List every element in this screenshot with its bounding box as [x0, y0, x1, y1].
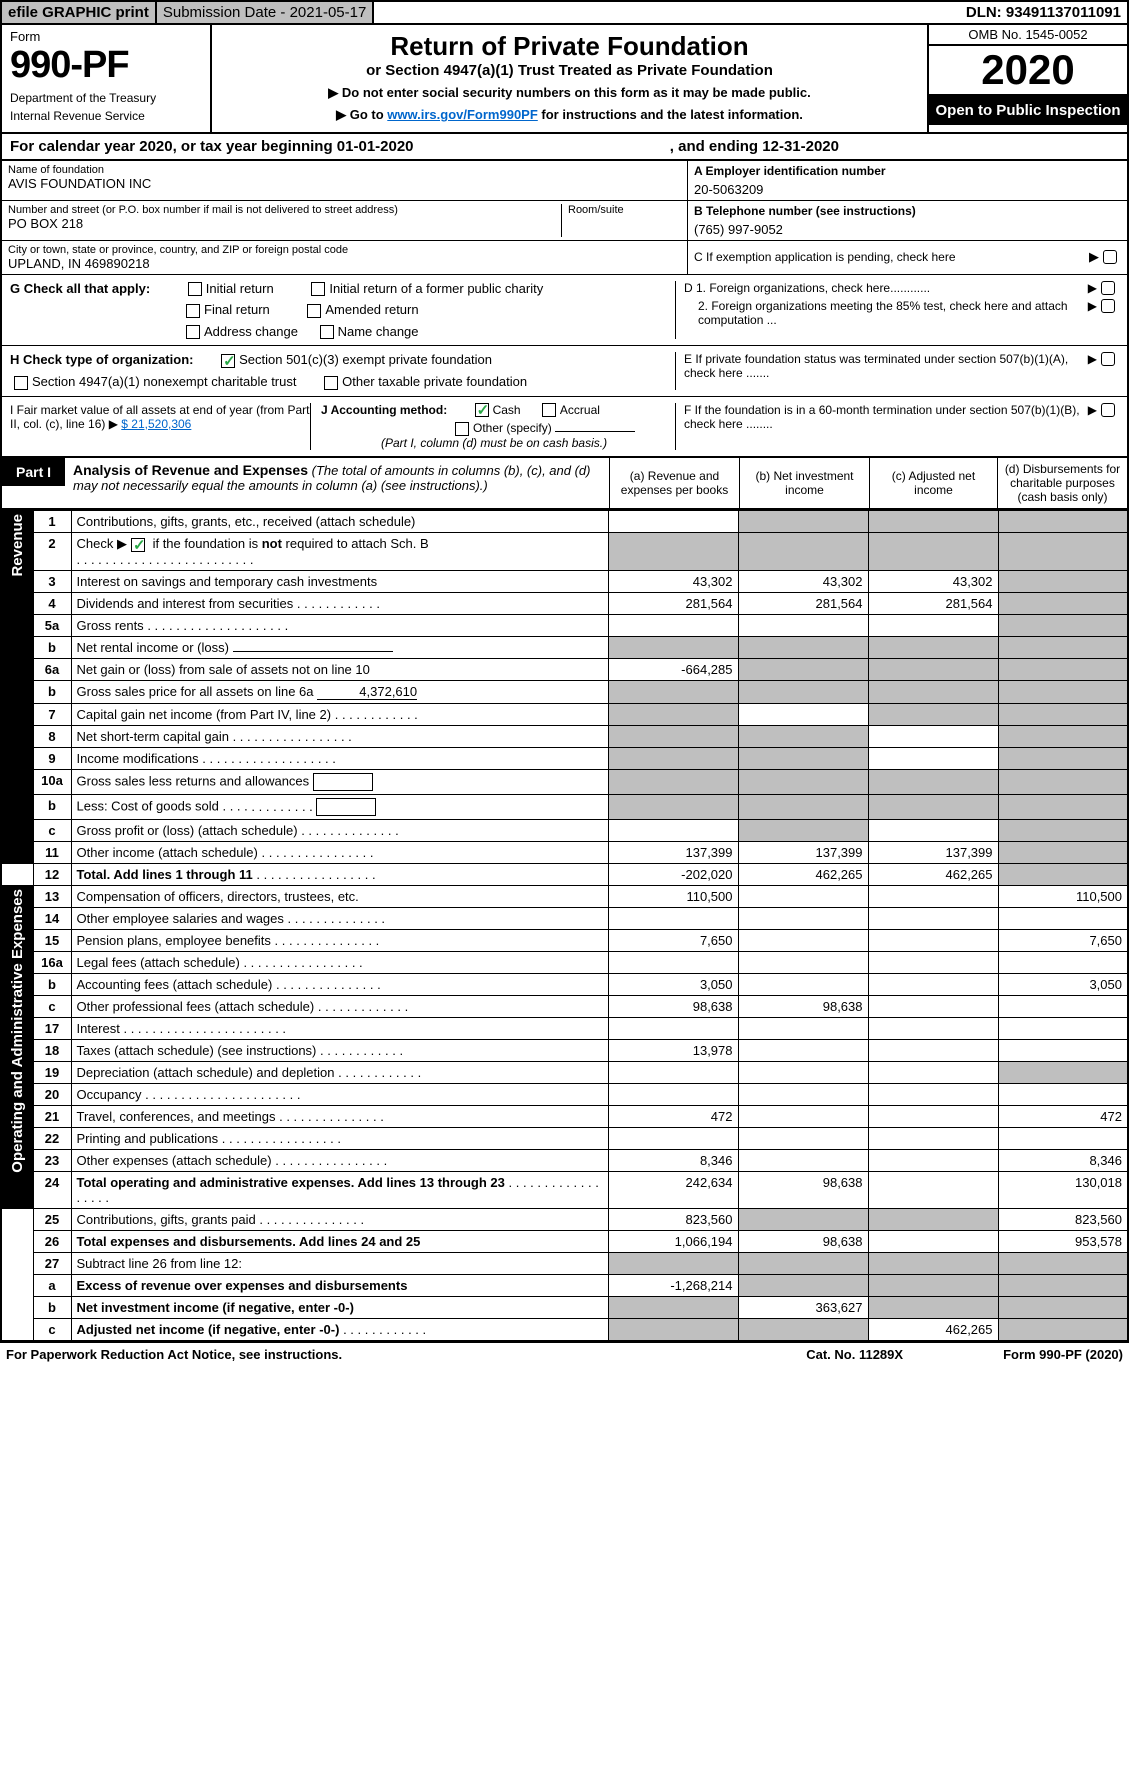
tax-year: 2020 — [929, 46, 1127, 96]
open-public-badge: Open to Public Inspection — [929, 96, 1127, 125]
section-d2: 2. Foreign organizations meeting the 85%… — [684, 299, 1088, 327]
city-value: UPLAND, IN 469890218 — [8, 256, 681, 271]
cb-other[interactable] — [455, 422, 469, 436]
col-c-hdr: (c) Adjusted net income — [869, 458, 997, 508]
part-i-table: Revenue 1Contributions, gifts, grants, e… — [0, 510, 1129, 1342]
cb-e[interactable] — [1101, 352, 1115, 366]
room-label: Room/suite — [561, 204, 681, 237]
part-i-tab: Part I — [2, 458, 65, 486]
section-i-value[interactable]: $ 21,520,306 — [121, 417, 191, 431]
tel-value: (765) 997-9052 — [694, 218, 1121, 237]
paperwork-notice: For Paperwork Reduction Act Notice, see … — [6, 1347, 342, 1362]
col-b-hdr: (b) Net investment income — [739, 458, 869, 508]
form-word: Form — [10, 29, 202, 44]
cb-d2[interactable] — [1101, 299, 1115, 313]
section-f: F If the foundation is in a 60-month ter… — [684, 403, 1088, 431]
col-d-hdr: (d) Disbursements for charitable purpose… — [997, 458, 1127, 508]
cb-h3[interactable] — [324, 376, 338, 390]
j-note: (Part I, column (d) must be on cash basi… — [381, 436, 675, 450]
cb-cash[interactable] — [475, 403, 489, 417]
omb-number: OMB No. 1545-0052 — [929, 25, 1127, 46]
ein-label: A Employer identification number — [694, 164, 1121, 178]
part-i-header: Part I Analysis of Revenue and Expenses … — [0, 458, 1129, 510]
section-d1: D 1. Foreign organizations, check here..… — [684, 281, 1088, 295]
side-expenses: Operating and Administrative Expenses — [9, 889, 26, 1173]
cb-accrual[interactable] — [542, 403, 556, 417]
side-revenue: Revenue — [9, 514, 26, 577]
section-c: C If exemption application is pending, c… — [694, 250, 1089, 264]
form-number: 990-PF — [10, 44, 202, 87]
cb-initial[interactable] — [188, 282, 202, 296]
ssn-warning: ▶ Do not enter social security numbers o… — [222, 85, 917, 101]
name-label: Name of foundation — [8, 164, 681, 176]
page-footer: For Paperwork Reduction Act Notice, see … — [0, 1342, 1129, 1366]
addr-label: Number and street (or P.O. box number if… — [8, 204, 561, 216]
cb-h1[interactable] — [221, 354, 235, 368]
form-subtitle: or Section 4947(a)(1) Trust Treated as P… — [222, 62, 917, 79]
section-g-row: G Check all that apply: Initial return I… — [0, 275, 1129, 347]
foundation-name: AVIS FOUNDATION INC — [8, 176, 681, 191]
cb-d1[interactable] — [1101, 281, 1115, 295]
addr-value: PO BOX 218 — [8, 216, 561, 231]
submission-date: Submission Date - 2021-05-17 — [157, 2, 374, 23]
goto-instruction: ▶ Go to www.irs.gov/Form990PF for instru… — [222, 107, 917, 123]
efile-print-button[interactable]: efile GRAPHIC print — [2, 2, 157, 23]
cb-h2[interactable] — [14, 376, 28, 390]
tel-label: B Telephone number (see instructions) — [694, 204, 1121, 218]
form-ref: Form 990-PF (2020) — [1003, 1347, 1123, 1362]
col-a-hdr: (a) Revenue and expenses per books — [609, 458, 739, 508]
ein-value: 20-5063209 — [694, 178, 1121, 197]
checkbox-c[interactable] — [1103, 250, 1117, 264]
cb-address[interactable] — [186, 325, 200, 339]
dln: DLN: 93491137011091 — [960, 2, 1127, 23]
cb-name[interactable] — [320, 325, 334, 339]
form-title: Return of Private Foundation — [222, 31, 917, 62]
cb-f[interactable] — [1101, 403, 1115, 417]
dept-treasury: Department of the Treasury — [10, 91, 202, 105]
info-grid: Name of foundation AVIS FOUNDATION INC A… — [0, 161, 1129, 275]
top-bar: efile GRAPHIC print Submission Date - 20… — [0, 0, 1129, 25]
cat-no: Cat. No. 11289X — [806, 1347, 903, 1362]
section-h-row: H Check type of organization: Section 50… — [0, 346, 1129, 396]
cb-final[interactable] — [186, 304, 200, 318]
cb-schb[interactable] — [131, 538, 145, 552]
city-label: City or town, state or province, country… — [8, 244, 681, 256]
calendar-year-row: For calendar year 2020, or tax year begi… — [0, 134, 1129, 161]
cb-amended[interactable] — [307, 304, 321, 318]
section-ij-row: I Fair market value of all assets at end… — [0, 397, 1129, 459]
form-header: Form 990-PF Department of the Treasury I… — [0, 25, 1129, 134]
section-e: E If private foundation status was termi… — [684, 352, 1088, 380]
cb-initial-former[interactable] — [311, 282, 325, 296]
irs-label: Internal Revenue Service — [10, 109, 202, 123]
irs-link[interactable]: www.irs.gov/Form990PF — [387, 107, 538, 122]
